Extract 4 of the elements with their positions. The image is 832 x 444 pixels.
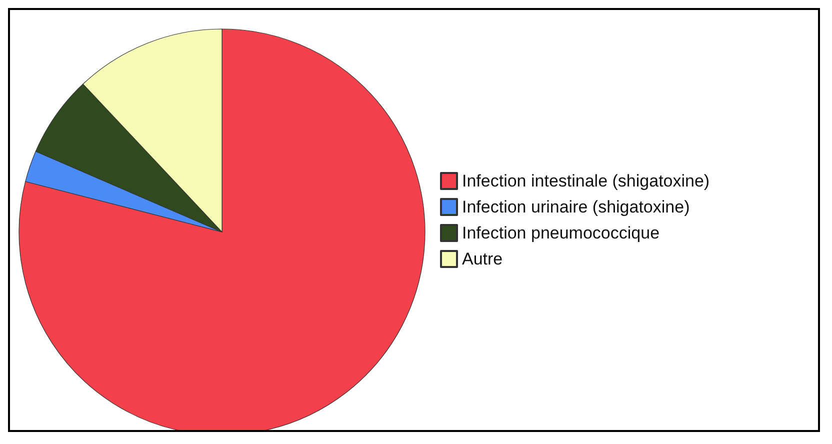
legend-label: Infection urinaire (shigatoxine)	[462, 198, 690, 216]
legend-label: Infection intestinale (shigatoxine)	[462, 172, 710, 190]
legend-label: Autre	[462, 250, 503, 268]
legend-label: Infection pneumococcique	[462, 224, 660, 242]
